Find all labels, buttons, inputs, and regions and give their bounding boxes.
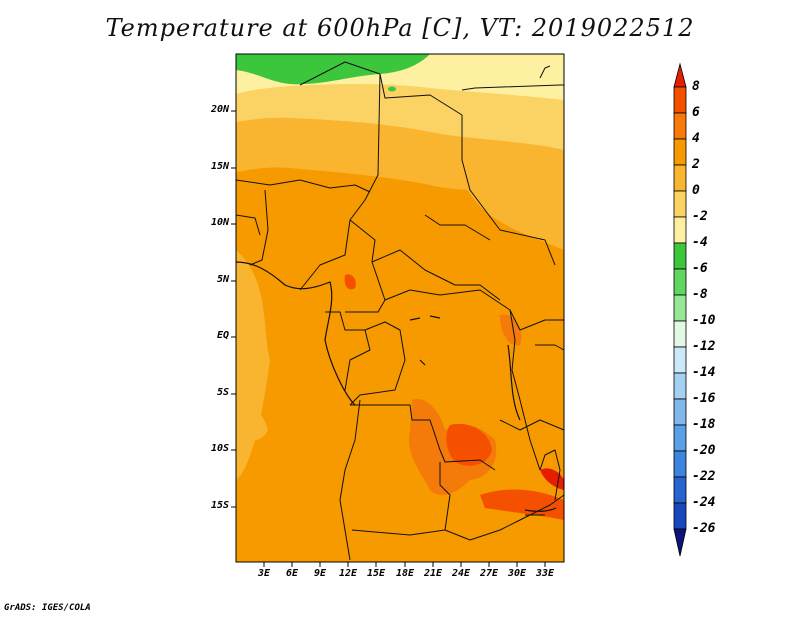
border-sinai: [539, 65, 551, 79]
border-egypt-sudan: [461, 84, 564, 91]
map-title: Temperature at 600hPa [C], VT: 201902251…: [105, 14, 695, 42]
lon-label-9e: 9E: [313, 568, 327, 579]
country-borders: [235, 61, 565, 561]
lon-label-18e: 18E: [395, 568, 415, 579]
lon-label-24e: 24E: [451, 568, 471, 579]
colorbar-label: -4: [692, 235, 708, 250]
credit-text: GrADS: IGES/COLA: [4, 603, 91, 613]
border-tanzania: [499, 419, 565, 431]
colorbar-label: -10: [692, 313, 716, 328]
field-green-dot: [388, 86, 396, 92]
lon-label-30e: 30E: [507, 568, 527, 579]
colorbar-segment: [673, 112, 687, 140]
lat-label-10s: 10S: [210, 443, 229, 454]
lat-label-20n: 20N: [210, 104, 229, 115]
colorbar-label: 6: [692, 105, 700, 120]
border-mali-niger: [235, 179, 371, 193]
lon-ticks: [263, 562, 546, 567]
lon-label-3e: 3E: [257, 568, 271, 579]
colorbar-label: -20: [692, 443, 716, 458]
field-hot-band-south: [480, 489, 564, 520]
field-east-lobe: [455, 150, 564, 250]
colorbar-segment: [673, 424, 687, 452]
field-band-minus6-minus4: [236, 54, 430, 85]
colorbar-segment: [673, 190, 687, 218]
map-frame: [235, 53, 565, 563]
colorbar-label: 4: [692, 131, 700, 146]
border-angola-west: [339, 399, 361, 561]
colorbar-label: -26: [692, 521, 716, 536]
border-kenya: [535, 344, 565, 351]
colorbar-segment: [673, 268, 687, 296]
colorbar-label: 0: [692, 183, 700, 198]
colorbar-label: -6: [692, 261, 708, 276]
colorbar-segment: [673, 242, 687, 270]
lat-label-15n: 15N: [210, 161, 229, 172]
field-west-patch: [236, 395, 268, 441]
colorbar-segment: [673, 346, 687, 374]
lon-label-6e: 6E: [285, 568, 299, 579]
colorbar-label: -24: [692, 495, 716, 510]
colorbar-segment: [673, 294, 687, 322]
border-congo: [349, 321, 406, 406]
colorbar: [673, 62, 687, 557]
colorbar-label: -2: [692, 209, 708, 224]
lat-label-5n: 5N: [216, 274, 229, 285]
border-uganda: [519, 319, 564, 331]
coast-lake-kariba: [524, 507, 557, 512]
border-malawi: [539, 449, 561, 501]
border-car-drc: [384, 289, 521, 331]
lon-label-27e: 27E: [479, 568, 499, 579]
colorbar-segment: [673, 502, 687, 530]
colorbar-label: -18: [692, 417, 716, 432]
colorbar-segment: [673, 138, 687, 166]
colorbar-label: 2: [692, 157, 700, 172]
lat-label-eq: EQ: [216, 330, 229, 341]
colorbar-label: -12: [692, 339, 716, 354]
coast-gulf-guinea: [235, 261, 356, 406]
temperature-field: [236, 54, 564, 562]
lon-label-12e: 12E: [338, 568, 358, 579]
colorbar-bottom-arrow: [673, 528, 687, 557]
lon-label-21e: 21E: [423, 568, 443, 579]
colorbar-segment: [673, 216, 687, 244]
colorbar-label: -16: [692, 391, 716, 406]
colorbar-segment: [673, 476, 687, 504]
lat-label-10n: 10N: [210, 217, 229, 228]
lat-label-5s: 5S: [216, 387, 229, 398]
border-west-1: [249, 189, 269, 266]
border-angola-south: [351, 462, 451, 536]
colorbar-segment: [673, 164, 687, 192]
lat-label-15s: 15S: [210, 500, 229, 511]
border-car-north: [371, 249, 501, 301]
colorbar-segment: [673, 320, 687, 348]
field-hot-dot-nigeria: [344, 274, 356, 290]
coast-congo-river: [409, 315, 441, 366]
border-sudan: [424, 214, 491, 241]
coastline: [235, 261, 557, 512]
lat-ticks: [231, 110, 236, 508]
border-east-lakes: [509, 309, 541, 471]
border-cameroon: [345, 219, 386, 313]
colorbar-segment: [673, 372, 687, 400]
border-zambia: [444, 494, 565, 541]
border-west-2: [235, 214, 261, 236]
colorbar-segment: [673, 86, 687, 114]
border-drc-angola: [350, 404, 496, 471]
colorbar-segment: [673, 450, 687, 478]
colorbar-label: -22: [692, 469, 716, 484]
field-hot-core: [446, 423, 492, 466]
colorbar-label: -8: [692, 287, 708, 302]
colorbar-segment: [673, 398, 687, 426]
colorbar-label: 8: [692, 79, 700, 94]
border-north: [299, 61, 556, 266]
colorbar-top-arrow: [673, 62, 687, 88]
colorbar-label: -14: [692, 365, 716, 380]
coast-lake-tanganyika: [507, 344, 521, 421]
lon-label-33e: 33E: [535, 568, 555, 579]
lon-label-15e: 15E: [366, 568, 386, 579]
